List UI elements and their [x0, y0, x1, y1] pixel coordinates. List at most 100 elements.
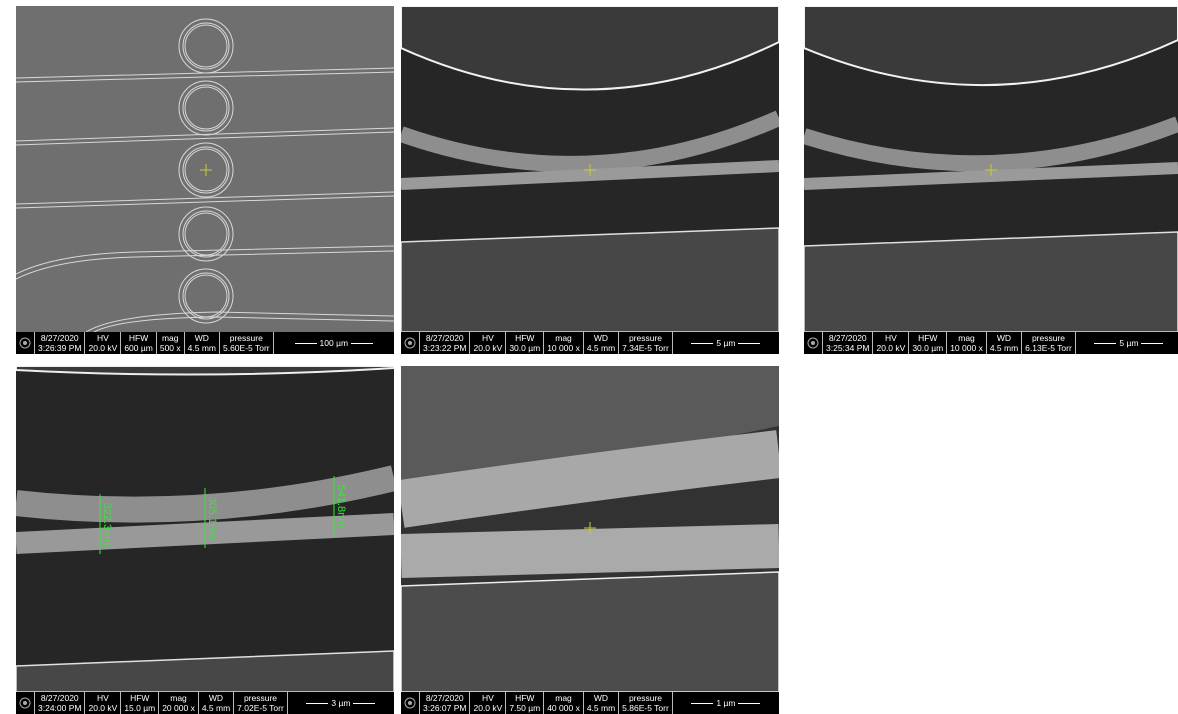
- info-value: 4.5 mm: [586, 343, 616, 353]
- date: 8/27/2020: [425, 333, 464, 343]
- cell: mag 10 000 x: [543, 332, 583, 354]
- info-value: 20 000 x: [162, 703, 195, 713]
- sem-image: 322.3nm 305.1nm 541.8nm: [16, 366, 394, 692]
- cell: 8/27/2020 3:25:34 PM: [822, 332, 872, 354]
- date: 8/27/2020: [425, 693, 464, 703]
- scale-label: 3 µm: [331, 698, 351, 708]
- time: 3:24:00 PM: [38, 703, 82, 713]
- sem-image: [16, 6, 394, 332]
- info-header: pressure: [243, 693, 278, 703]
- info-value: 500 x: [159, 343, 181, 353]
- measurement-label: 305.1nm: [206, 497, 218, 540]
- info-value: 7.02E-5 Torr: [237, 703, 284, 713]
- scale-line: [1141, 342, 1164, 344]
- info-value: 5.86E-5 Torr: [622, 703, 669, 713]
- cell: 8/27/2020 3:24:00 PM: [34, 692, 84, 714]
- sem-image: [804, 6, 1178, 332]
- cell: HFW 7.50 µm: [505, 692, 543, 714]
- info-bar: 8/27/2020 3:25:34 PM HV 20.0 kV HFW 30.0 µm ma…: [804, 332, 1178, 354]
- sem-panel: 322.3nm 305.1nm 541.8nm 8/27/2020 3:24:00 P…: [16, 366, 394, 714]
- info-value: 6.13E-5 Torr: [1025, 343, 1072, 353]
- cell: pressure 6.13E-5 Torr: [1021, 332, 1075, 354]
- sem-image: [401, 366, 779, 692]
- cell: WD 4.5 mm: [582, 692, 618, 714]
- info-header: WD: [996, 333, 1012, 343]
- logo-icon: [16, 692, 34, 714]
- cell: mag 10 000 x: [946, 332, 986, 354]
- info-value: 30.0 µm: [509, 343, 541, 353]
- scale-line: [691, 702, 714, 704]
- info-header: mag: [555, 693, 572, 703]
- time: 3:23:22 PM: [423, 343, 467, 353]
- scale-line: [351, 342, 374, 344]
- cell: 8/27/2020 3:23:22 PM: [419, 332, 469, 354]
- info-value: 10 000 x: [547, 343, 580, 353]
- cell: mag 40 000 x: [543, 692, 583, 714]
- date: 8/27/2020: [40, 693, 79, 703]
- info-header: mag: [958, 333, 975, 343]
- info-bar: 8/27/2020 3:26:39 PM HV 20.0 kV HFW 600 µm mag…: [16, 332, 394, 354]
- info-bar: 8/27/2020 3:23:22 PM HV 20.0 kV HFW 30.0 µm ma…: [401, 332, 779, 354]
- cell: WD 4.5 mm: [582, 332, 618, 354]
- cell: mag 500 x: [155, 332, 184, 354]
- logo-icon: [16, 332, 34, 354]
- info-header: pressure: [229, 333, 263, 343]
- info-header: HFW: [130, 693, 150, 703]
- logo-icon: [401, 332, 419, 354]
- info-value: 4.5 mm: [989, 343, 1019, 353]
- cell: HV 20.0 kV: [872, 332, 908, 354]
- info-header: pressure: [628, 333, 663, 343]
- cell: HV 20.0 kV: [84, 692, 120, 714]
- info-header: HV: [96, 693, 109, 703]
- logo: [19, 697, 31, 709]
- info-value: 15.0 µm: [124, 703, 156, 713]
- scale-bar: 5 µm: [1074, 332, 1178, 354]
- scale-line: [1094, 342, 1117, 344]
- cell: pressure 7.02E-5 Torr: [233, 692, 287, 714]
- info-header: HV: [481, 693, 494, 703]
- scale-line: [306, 702, 329, 704]
- info-header: pressure: [628, 693, 663, 703]
- info-value: 20.0 kV: [88, 343, 118, 353]
- logo: [404, 337, 416, 349]
- scale-bar: 100 µm: [272, 332, 394, 354]
- info-value: 4.5 mm: [187, 343, 216, 353]
- sem-panel: 8/27/2020 3:26:07 PM HV 20.0 kV HFW 7.50 µm ma…: [401, 366, 779, 714]
- cell: 8/27/2020 3:26:39 PM: [34, 332, 84, 354]
- cell: HV 20.0 kV: [469, 692, 505, 714]
- logo: [807, 337, 819, 349]
- logo: [19, 337, 31, 349]
- logo-icon: [804, 332, 822, 354]
- info-value: 20.0 kV: [473, 703, 503, 713]
- info-header: HFW: [515, 693, 535, 703]
- info-value: 20.0 kV: [88, 703, 118, 713]
- scale-label: 1 µm: [716, 698, 736, 708]
- info-header: WD: [593, 333, 609, 343]
- cell: mag 20 000 x: [158, 692, 198, 714]
- info-value: 7.50 µm: [509, 703, 541, 713]
- logo-icon: [401, 692, 419, 714]
- info-value: 4.5 mm: [201, 703, 231, 713]
- time: 3:25:34 PM: [826, 343, 870, 353]
- cell: WD 4.5 mm: [985, 332, 1021, 354]
- cell: 8/27/2020 3:26:07 PM: [419, 692, 469, 714]
- cell: HFW 600 µm: [120, 332, 156, 354]
- info-value: 30.0 µm: [912, 343, 944, 353]
- info-value: 7.34E-5 Torr: [622, 343, 669, 353]
- scale-line: [353, 702, 376, 704]
- sem-panel: 8/27/2020 3:25:34 PM HV 20.0 kV HFW 30.0 µm ma…: [804, 6, 1178, 354]
- info-header: pressure: [1031, 333, 1066, 343]
- scale-line: [691, 342, 714, 344]
- info-header: mag: [555, 333, 572, 343]
- cell: pressure 7.34E-5 Torr: [618, 332, 672, 354]
- scale-bar: 1 µm: [671, 692, 779, 714]
- scale-label: 5 µm: [1119, 338, 1139, 348]
- date: 8/27/2020: [828, 333, 867, 343]
- cell: HFW 30.0 µm: [908, 332, 946, 354]
- measurement-label: 322.3nm: [101, 503, 113, 546]
- scale-label: 100 µm: [319, 338, 349, 348]
- time: 3:26:39 PM: [38, 343, 82, 353]
- info-header: HV: [481, 333, 494, 343]
- info-header: WD: [194, 333, 209, 343]
